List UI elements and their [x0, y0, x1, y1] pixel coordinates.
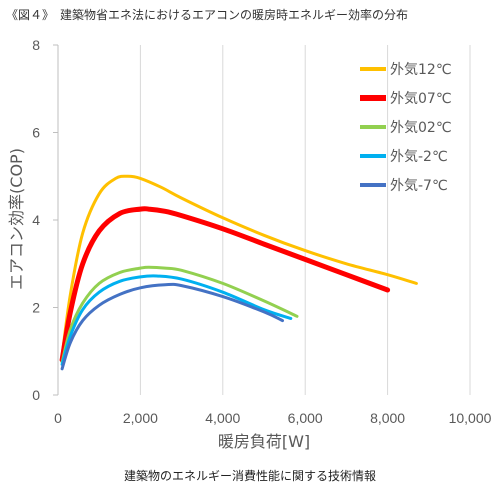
figure-title: 《図４》 建築物省エネ法におけるエアコンの暖房時エネルギー効率の分布: [6, 8, 409, 22]
legend-entry: 外気12℃: [390, 62, 452, 78]
legend-entry: 外気02℃: [390, 120, 452, 136]
series-line-2: [60, 265, 299, 364]
y-tick-label: 0: [32, 387, 40, 403]
x-tick-label: 8,000: [370, 410, 405, 426]
x-axis-title: 暖房負荷[W]: [218, 432, 310, 451]
x-tick-label: 10,000: [449, 410, 492, 426]
series-line-0: [60, 174, 418, 358]
legend-entry: 外気07℃: [390, 91, 452, 107]
series-line-3: [60, 274, 293, 366]
series-line-1: [59, 206, 391, 363]
x-tick-label: 6,000: [288, 410, 323, 426]
y-tick-label: 6: [32, 125, 40, 141]
x-tick-label: 4,000: [205, 410, 240, 426]
y-tick-label: 2: [32, 300, 40, 316]
y-axis-title: エアコン効率(COP): [7, 148, 26, 290]
gridlines: [139, 45, 471, 395]
figure-caption: 建築物のエネルギー消費性能に関する技術情報: [123, 469, 376, 483]
x-tick-label: 0: [54, 410, 62, 426]
y-tick-label: 8: [32, 37, 40, 53]
series-lines: [59, 174, 418, 371]
legend-entry: 外気-7℃: [390, 178, 448, 194]
legend: 外気12℃ 外気07℃ 外気02℃ 外気-2℃ 外気-7℃: [360, 62, 452, 194]
axes: 0 2 4 6 8 0 2,000 4,000 6,000 8,000 10,000: [32, 37, 491, 426]
x-tick-label: 2,000: [123, 410, 158, 426]
legend-entry: 外気-2℃: [390, 149, 448, 165]
y-tick-label: 4: [32, 212, 40, 228]
series-line-4: [60, 282, 284, 371]
